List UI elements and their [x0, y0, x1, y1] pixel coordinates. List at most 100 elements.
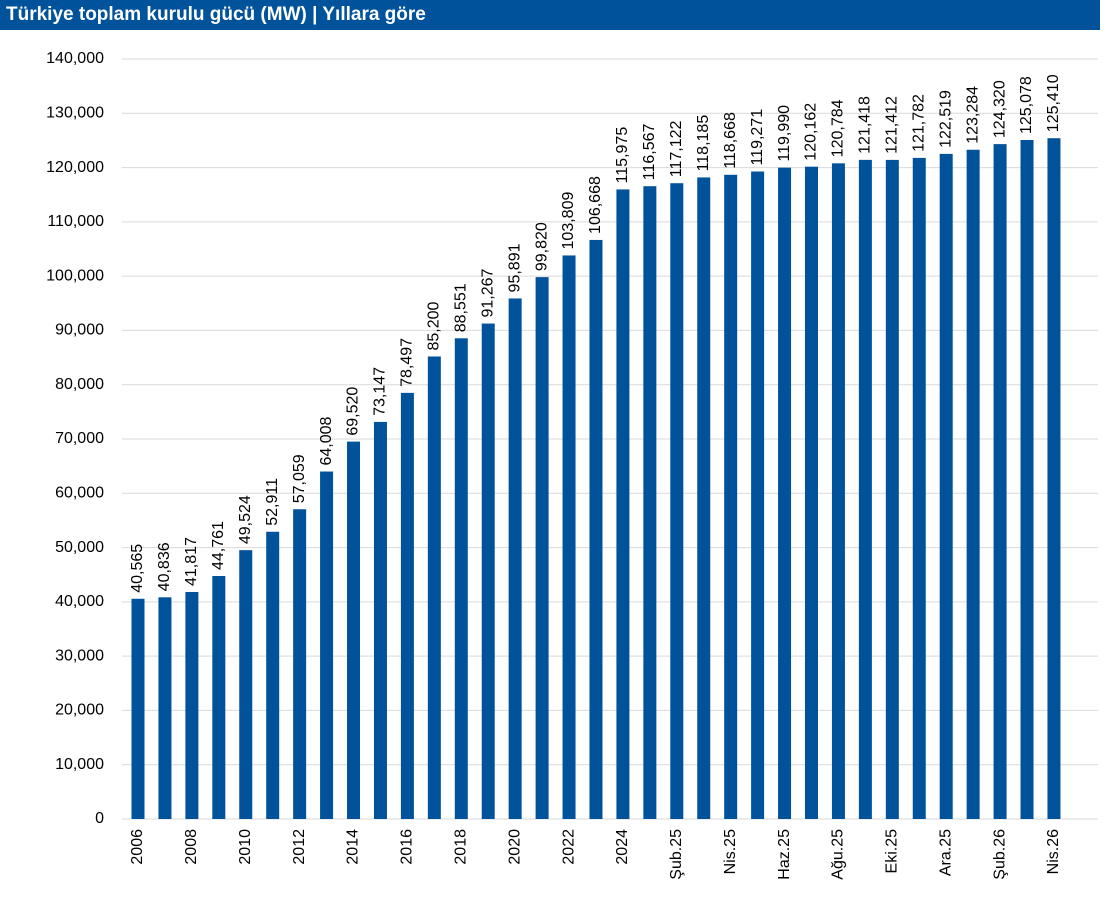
- data-label: 106,668: [587, 176, 604, 234]
- data-label: 91,267: [479, 269, 496, 318]
- bar: [912, 157, 926, 820]
- y-tick-label: 50,000: [55, 539, 104, 556]
- bar: [805, 166, 818, 819]
- data-label: 49,524: [237, 495, 254, 544]
- x-tick-label: Ara.25: [937, 829, 954, 876]
- data-label: 69,520: [345, 387, 362, 436]
- data-label: 95,891: [506, 243, 523, 292]
- bar: [131, 598, 145, 819]
- data-label: 121,412: [884, 96, 901, 154]
- title-bar: [0, 0, 1100, 30]
- x-tick-label: Nis.25: [722, 829, 739, 874]
- data-label: 88,551: [452, 283, 469, 332]
- x-tick-label: Nis.26: [1045, 829, 1062, 874]
- bar: [212, 576, 226, 819]
- y-tick-label: 80,000: [55, 376, 104, 393]
- data-label: 44,761: [210, 521, 227, 570]
- x-tick-label: 2008: [183, 829, 200, 865]
- data-label: 103,809: [560, 192, 577, 250]
- x-tick-label: Şub.25: [668, 829, 685, 880]
- data-label: 118,668: [722, 112, 739, 169]
- x-tick-label: Eki.25: [884, 829, 901, 874]
- x-tick-label: Haz.25: [776, 829, 793, 880]
- data-label: 122,519: [937, 90, 954, 148]
- bar: [535, 277, 549, 819]
- data-label: 73,147: [372, 367, 389, 416]
- y-tick-label: 60,000: [55, 485, 104, 502]
- data-label: 125,078: [1018, 76, 1035, 134]
- data-label: 57,059: [291, 454, 308, 503]
- y-tick-label: 40,000: [55, 593, 104, 610]
- data-label: 121,782: [910, 94, 927, 152]
- bar: [751, 171, 765, 819]
- bar: [185, 591, 199, 819]
- y-tick-label: 30,000: [55, 647, 104, 664]
- data-label: 41,817: [183, 537, 200, 586]
- x-tick-label: 2022: [560, 829, 577, 865]
- data-label: 85,200: [426, 301, 443, 350]
- bar: [562, 255, 576, 819]
- data-label: 121,418: [857, 96, 874, 154]
- bar: [616, 189, 630, 819]
- bar: [1020, 140, 1034, 820]
- y-tick-label: 10,000: [55, 756, 104, 773]
- data-label: 119,271: [749, 109, 766, 166]
- bar: [589, 239, 603, 820]
- x-tick-label: 2018: [452, 829, 469, 865]
- data-label: 120,162: [803, 103, 820, 161]
- x-tick-label: 2010: [237, 829, 254, 865]
- bar: [508, 298, 522, 819]
- data-label: 116,567: [641, 123, 658, 180]
- bar: [643, 186, 657, 820]
- y-tick-label: 100,000: [46, 267, 104, 284]
- y-tick-label: 110,000: [47, 213, 104, 230]
- y-tick-label: 130,000: [46, 105, 104, 122]
- bar: [697, 177, 711, 819]
- data-label: 124,320: [991, 80, 1008, 138]
- data-label: 115,975: [614, 127, 631, 184]
- bar: [831, 163, 845, 819]
- bar: [320, 471, 334, 819]
- x-tick-label: 2014: [345, 829, 362, 865]
- bar: [239, 550, 253, 819]
- bar: [400, 392, 414, 819]
- bar: [427, 356, 441, 819]
- data-label: 117,122: [668, 120, 685, 177]
- data-label: 78,497: [399, 338, 416, 387]
- bar: [293, 509, 307, 819]
- data-label: 99,820: [533, 222, 550, 271]
- x-tick-label: Ağu.25: [830, 829, 847, 880]
- bar: [724, 174, 738, 819]
- y-tick-label: 0: [95, 810, 104, 827]
- bar: [454, 338, 468, 819]
- bar: [481, 323, 495, 819]
- bar: [966, 149, 980, 819]
- y-tick-label: 70,000: [55, 430, 104, 447]
- data-label: 123,284: [964, 86, 981, 144]
- data-label: 52,911: [264, 478, 281, 526]
- bar: [347, 441, 361, 819]
- data-label: 120,784: [830, 99, 847, 157]
- data-label: 40,836: [156, 542, 173, 591]
- y-tick-label: 140,000: [46, 50, 104, 67]
- y-tick-label: 120,000: [46, 159, 104, 176]
- y-tick-label: 90,000: [55, 322, 104, 339]
- data-label: 118,185: [695, 115, 712, 172]
- data-label: 40,565: [129, 544, 146, 593]
- x-tick-label: Şub.26: [991, 829, 1008, 880]
- bar: [885, 159, 899, 820]
- bar: [373, 421, 387, 819]
- bar: [778, 167, 792, 819]
- x-tick-label: 2020: [506, 829, 523, 865]
- bar: [993, 144, 1007, 819]
- chart-title: Türkiye toplam kurulu gücü (MW) | Yıllar…: [6, 4, 426, 25]
- bar: [939, 153, 953, 819]
- x-tick-label: 2024: [614, 829, 631, 865]
- bar: [670, 183, 684, 820]
- data-label: 125,410: [1045, 74, 1062, 132]
- x-tick-label: 2016: [399, 829, 416, 865]
- bar: [158, 597, 172, 819]
- y-tick-label: 20,000: [55, 702, 104, 719]
- data-label: 119,990: [776, 105, 793, 162]
